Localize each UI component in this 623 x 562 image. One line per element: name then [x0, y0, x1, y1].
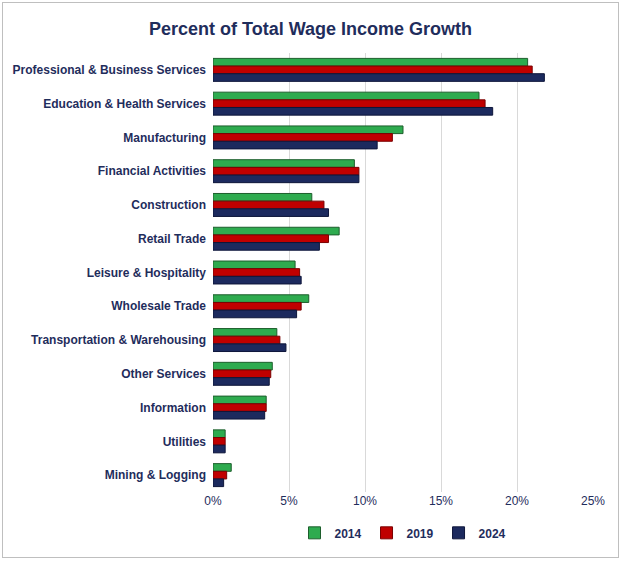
- svg-text:Construction: Construction: [131, 198, 206, 212]
- svg-text:Percent of Total Wage Income G: Percent of Total Wage Income Growth: [149, 19, 472, 39]
- svg-text:Education & Health Services: Education & Health Services: [43, 97, 206, 111]
- svg-text:15%: 15%: [429, 494, 453, 508]
- svg-text:2019: 2019: [407, 527, 434, 541]
- svg-text:Manufacturing: Manufacturing: [123, 131, 206, 145]
- svg-text:10%: 10%: [353, 494, 377, 508]
- svg-text:5%: 5%: [280, 494, 298, 508]
- svg-text:0%: 0%: [204, 494, 222, 508]
- svg-text:Utilities: Utilities: [163, 435, 207, 449]
- svg-text:2024: 2024: [479, 527, 506, 541]
- svg-text:Retail Trade: Retail Trade: [138, 232, 206, 246]
- svg-text:25%: 25%: [581, 494, 605, 508]
- svg-text:Other Services: Other Services: [121, 367, 206, 381]
- svg-text:Wholesale Trade: Wholesale Trade: [111, 299, 206, 313]
- svg-text:Financial Activities: Financial Activities: [98, 164, 207, 178]
- svg-text:20%: 20%: [505, 494, 529, 508]
- svg-text:Leisure & Hospitality: Leisure & Hospitality: [87, 266, 207, 280]
- svg-text:Transportation & Warehousing: Transportation & Warehousing: [31, 333, 206, 347]
- svg-text:Mining & Logging: Mining & Logging: [105, 468, 206, 482]
- svg-text:Information: Information: [140, 401, 206, 415]
- svg-text:2014: 2014: [335, 527, 362, 541]
- svg-text:Professional & Business Servic: Professional & Business Services: [13, 63, 207, 77]
